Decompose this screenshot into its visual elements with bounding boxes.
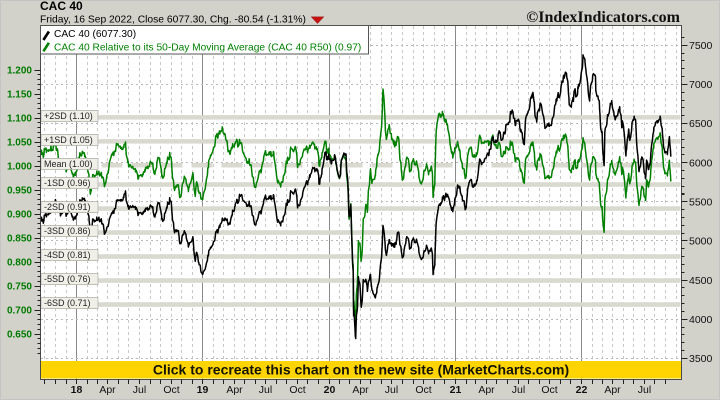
- svg-text:1.000: 1.000: [7, 162, 32, 173]
- svg-text:Apr: Apr: [478, 384, 495, 396]
- svg-text:4000: 4000: [689, 314, 713, 326]
- svg-text:0.900: 0.900: [7, 210, 32, 221]
- svg-text:20: 20: [324, 384, 336, 396]
- svg-text:-3SD (0.86): -3SD (0.86): [44, 226, 91, 236]
- svg-text:-1SD (0.96): -1SD (0.96): [44, 178, 91, 188]
- svg-text:Click to recreate this chart o: Click to recreate this chart on the new …: [153, 361, 569, 377]
- svg-text:CAC 40 (6077.30): CAC 40 (6077.30): [54, 29, 136, 40]
- svg-text:CAC 40: CAC 40: [40, 0, 83, 13]
- svg-text:1.150: 1.150: [7, 90, 32, 101]
- svg-text:19: 19: [197, 384, 209, 396]
- svg-text:Oct: Oct: [163, 384, 179, 396]
- svg-text:+2SD (1.10): +2SD (1.10): [44, 111, 93, 121]
- svg-text:Apr: Apr: [226, 384, 243, 396]
- svg-text:-6SD (0.71): -6SD (0.71): [44, 298, 91, 308]
- svg-text:21: 21: [450, 384, 462, 396]
- svg-text:-2SD (0.91): -2SD (0.91): [44, 202, 91, 212]
- svg-text:-5SD (0.76): -5SD (0.76): [44, 274, 91, 284]
- svg-text:0.750: 0.750: [7, 282, 32, 293]
- svg-text:+1SD (1.05): +1SD (1.05): [44, 135, 93, 145]
- svg-text:Apr: Apr: [99, 384, 116, 396]
- svg-text:6500: 6500: [689, 118, 713, 130]
- svg-text:0.950: 0.950: [7, 186, 32, 197]
- svg-text:Oct: Oct: [289, 384, 305, 396]
- svg-text:Jul: Jul: [259, 384, 272, 396]
- svg-text:3500: 3500: [689, 353, 713, 365]
- svg-text:1.050: 1.050: [7, 138, 32, 149]
- svg-text:0.700: 0.700: [7, 306, 32, 317]
- svg-text:0.850: 0.850: [7, 234, 32, 245]
- svg-text:7000: 7000: [689, 79, 713, 91]
- svg-text:Mean (1.00): Mean (1.00): [44, 159, 93, 169]
- svg-text:7500: 7500: [689, 40, 713, 52]
- svg-text:22: 22: [576, 384, 588, 396]
- svg-text:-4SD (0.81): -4SD (0.81): [44, 250, 91, 260]
- svg-text:6000: 6000: [689, 157, 713, 169]
- svg-text:©IndexIndicators.com: ©IndexIndicators.com: [526, 9, 680, 26]
- svg-text:18: 18: [71, 384, 83, 396]
- svg-text:Oct: Oct: [415, 384, 431, 396]
- svg-text:5000: 5000: [689, 236, 713, 248]
- svg-text:Jul: Jul: [638, 384, 651, 396]
- svg-text:Oct: Oct: [541, 384, 557, 396]
- svg-text:Jul: Jul: [133, 384, 146, 396]
- svg-text:Apr: Apr: [604, 384, 621, 396]
- svg-text:Apr: Apr: [352, 384, 369, 396]
- svg-text:1.100: 1.100: [7, 114, 32, 125]
- svg-text:Jul: Jul: [385, 384, 398, 396]
- svg-text:1.200: 1.200: [7, 66, 32, 77]
- svg-text:4500: 4500: [689, 275, 713, 287]
- svg-text:Friday, 16 Sep 2022, Close 607: Friday, 16 Sep 2022, Close 6077.30, Chg.…: [40, 14, 306, 25]
- svg-text:0.650: 0.650: [7, 330, 32, 341]
- svg-text:Jul: Jul: [512, 384, 525, 396]
- svg-text:0.800: 0.800: [7, 258, 32, 269]
- svg-text:5500: 5500: [689, 196, 713, 208]
- svg-text:CAC 40 Relative to its 50-Day: CAC 40 Relative to its 50-Day Moving Ave…: [54, 42, 361, 53]
